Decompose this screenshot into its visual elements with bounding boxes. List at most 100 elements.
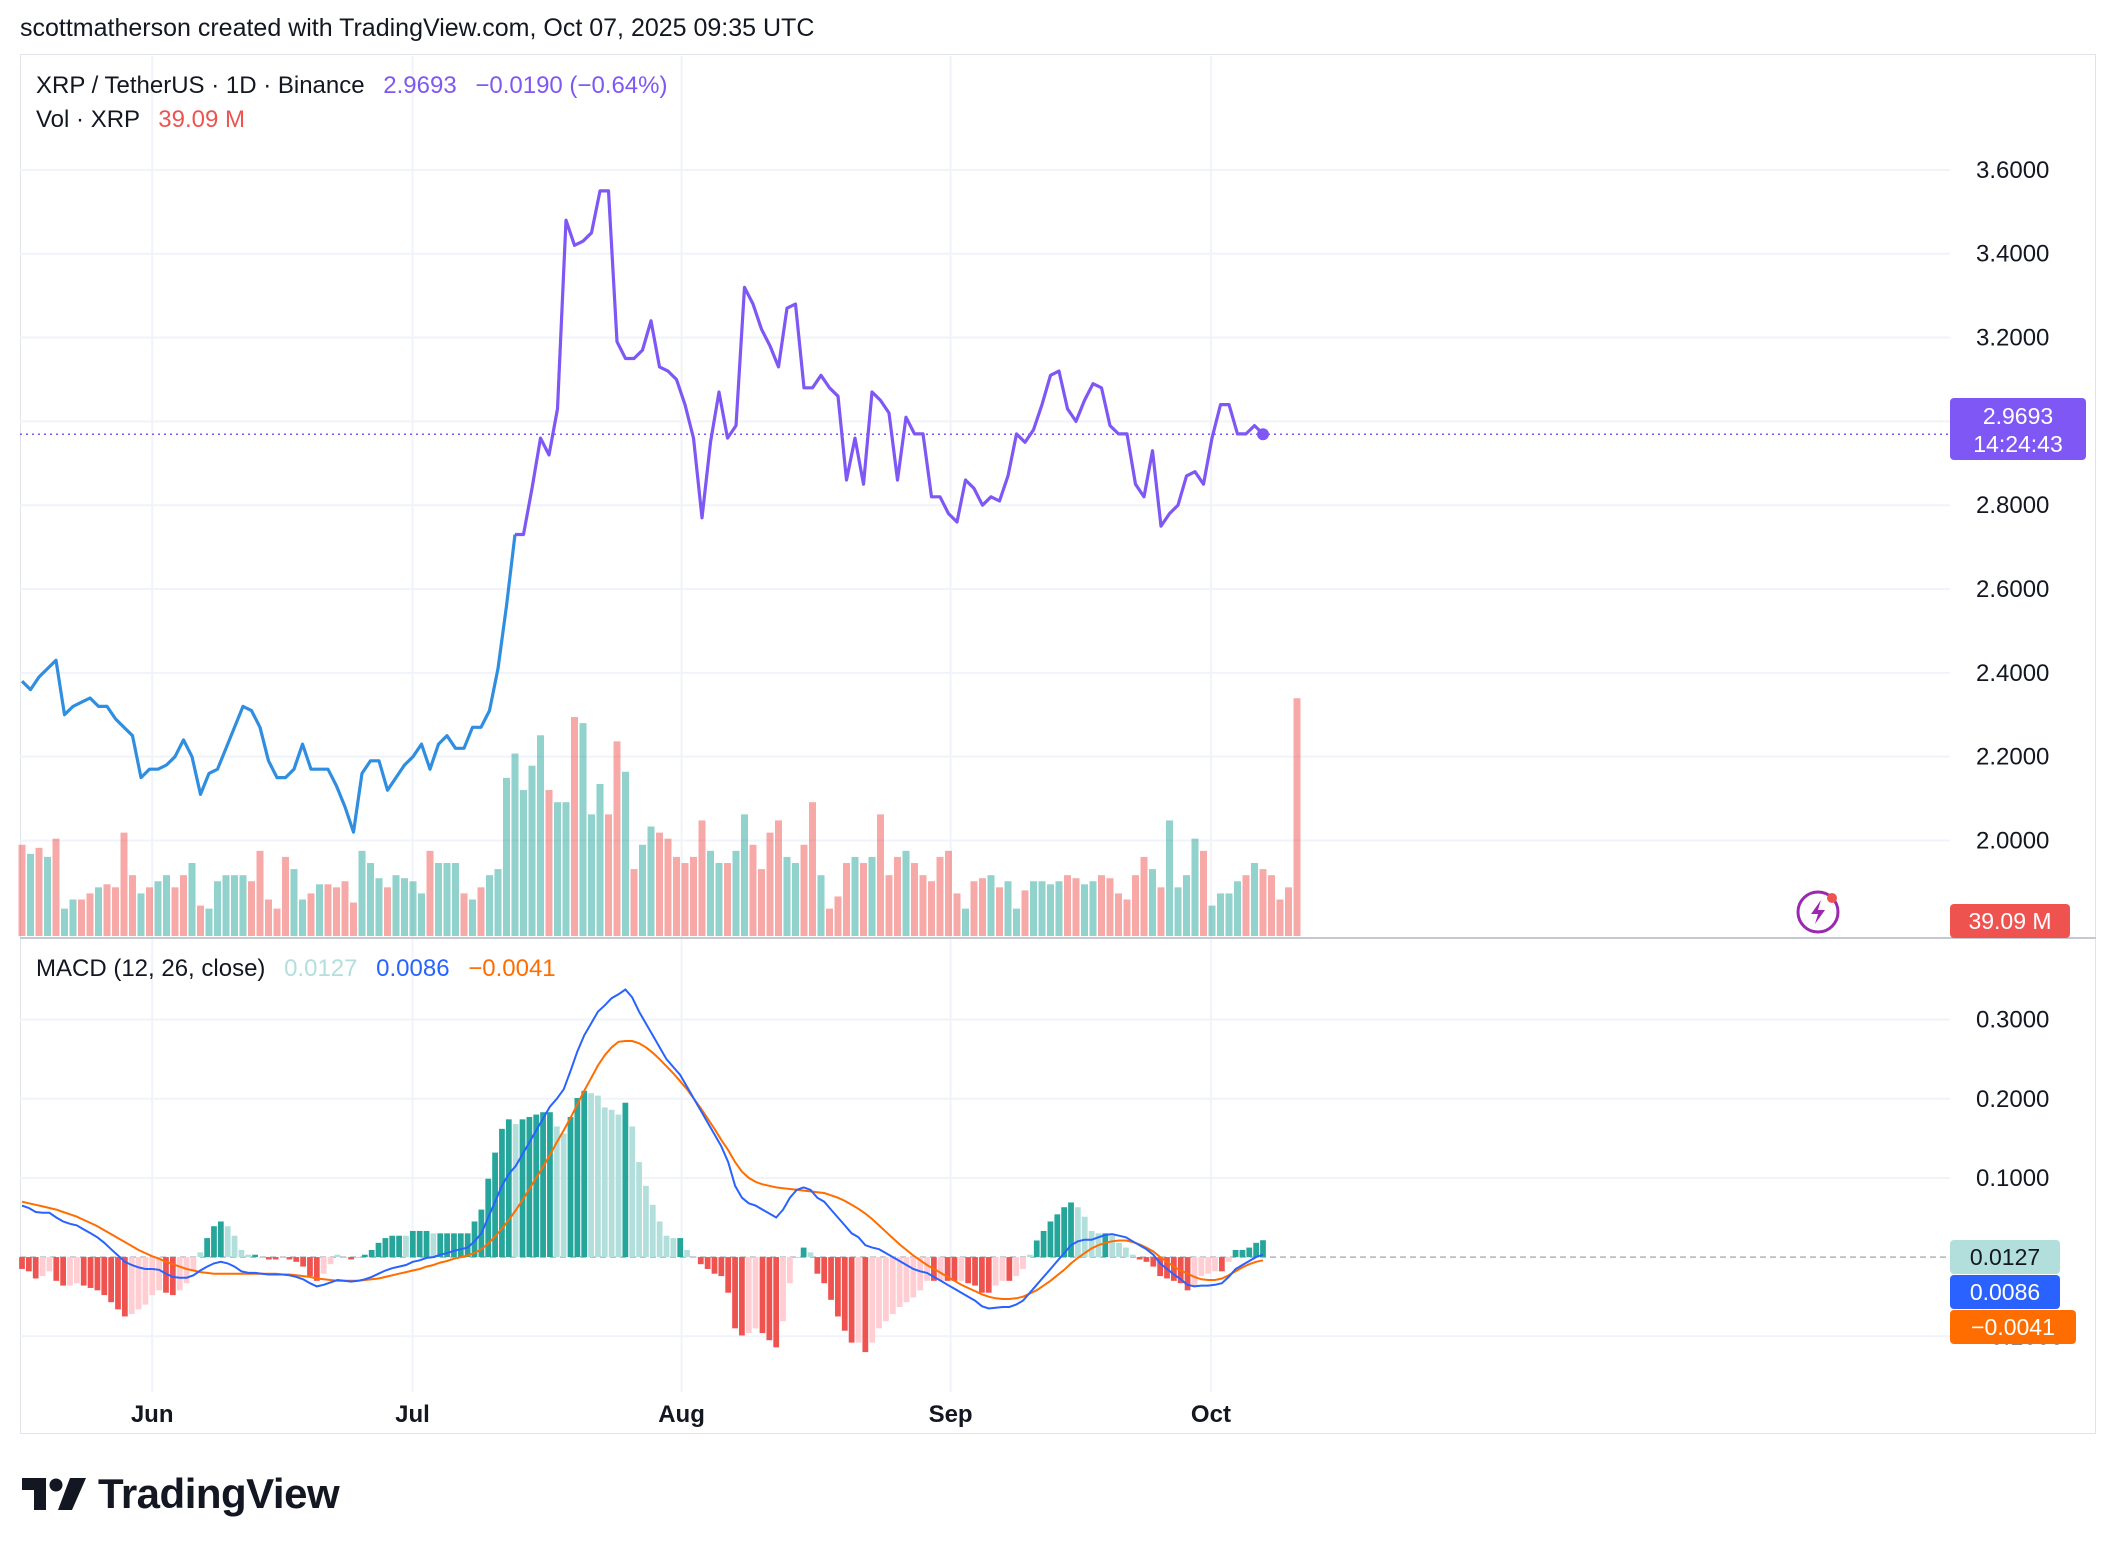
macd-hist-bar: [718, 1257, 725, 1277]
tradingview-logo-icon: [22, 1478, 86, 1510]
macd-hist-bar: [793, 1257, 800, 1259]
lightning-icon[interactable]: [1796, 890, 1840, 934]
volume-bar: [239, 875, 247, 936]
macd-hist-bar: [32, 1257, 39, 1279]
volume-bar: [911, 863, 918, 936]
volume-bar: [78, 899, 85, 936]
macd-label[interactable]: MACD (12, 26, close): [36, 955, 266, 982]
volume-bar: [1259, 869, 1267, 936]
volume-bar: [477, 887, 485, 936]
macd-hist-bar: [821, 1257, 828, 1284]
volume-bar: [443, 863, 451, 936]
axis-badges: 2.9693 14:24:43 39.09 M 0.0127 0.0086 −0…: [1950, 398, 2086, 1344]
symbol-label[interactable]: XRP / TetherUS · 1D · Binance: [36, 72, 365, 99]
macd-hist-bar: [238, 1249, 245, 1258]
macd-hist-bar: [183, 1257, 190, 1284]
volume-bar: [112, 887, 119, 936]
macd-hist-bar: [1068, 1202, 1074, 1258]
time-axis: Jun Jul Aug Sep Oct: [131, 1401, 1231, 1428]
volume-bar: [52, 838, 60, 936]
macd-hist-bar: [656, 1221, 663, 1258]
macd-hist-bar: [691, 1257, 697, 1259]
macd-hist-bar: [211, 1226, 217, 1258]
brand-name: TradingView: [98, 1470, 340, 1517]
macd-hist-bar: [53, 1257, 60, 1281]
volume-bar: [885, 875, 893, 936]
volume-bar: [1251, 863, 1258, 936]
volume-bar: [1072, 878, 1080, 936]
volume-bar: [1123, 899, 1131, 936]
macd-hist-bar: [560, 1133, 567, 1258]
volume-bar: [996, 887, 1003, 936]
macd-hist-bar: [142, 1257, 149, 1305]
macd-hist-bar: [622, 1102, 629, 1258]
macd-hist-bar: [190, 1257, 197, 1272]
volume-bar: [367, 863, 374, 936]
price-tick-label: 3.4000: [1976, 241, 2049, 268]
macd-hist-bar: [313, 1257, 320, 1281]
svg-text:2.9693: 2.9693: [1983, 403, 2053, 429]
volume-bar: [401, 878, 408, 936]
macd-hist-bar: [629, 1126, 636, 1258]
volume-bar: [69, 899, 77, 936]
macd-hist-bar: [787, 1257, 793, 1284]
price-line: [20, 189, 1950, 834]
macd-hist-bar: [965, 1257, 972, 1284]
volume-bar: [877, 814, 884, 936]
volume-bar: [146, 887, 153, 936]
volume-bar: [953, 893, 961, 936]
volume-bar: [724, 863, 731, 936]
macd-hist-bar: [19, 1257, 25, 1269]
macd-hist-bar: [862, 1257, 869, 1353]
volume-bar: [698, 820, 706, 936]
volume-label[interactable]: Vol · XRP: [36, 106, 140, 133]
macd-hist-bar: [869, 1257, 876, 1343]
macd-hist-bar: [1136, 1257, 1143, 1260]
chart-canvas[interactable]: 3.60003.40003.20003.00002.80002.60002.40…: [0, 0, 2108, 1440]
volume-bar: [987, 875, 995, 936]
volume-bar: [1234, 881, 1241, 936]
macd-legend: MACD (12, 26, close) 0.0127 0.0086 −0.00…: [36, 955, 556, 983]
volume-bar: [834, 896, 842, 936]
volume-bar: [673, 856, 680, 936]
macd-hist-bar: [1013, 1257, 1020, 1277]
macd-hist-bar: [1205, 1257, 1212, 1274]
volume-bar: [1191, 838, 1199, 936]
macd-hist-bar: [46, 1257, 53, 1272]
macd-signal-line: [21, 1040, 1264, 1300]
volume-bar: [809, 802, 816, 936]
macd-hist-bar: [451, 1233, 457, 1258]
volume-bar: [732, 850, 740, 936]
chart-frame[interactable]: [20, 54, 2096, 1434]
volume-bar: [1242, 875, 1250, 936]
volume-bar: [894, 856, 901, 936]
macd-hist-bar: [39, 1257, 46, 1277]
volume-legend: Vol · XRP 39.09 M: [36, 106, 245, 134]
volume-bar: [562, 802, 570, 936]
volume-bar: [596, 783, 604, 936]
volume-bar: [1293, 698, 1301, 936]
macd-hist-bar: [341, 1257, 348, 1259]
macd-hist-bar: [773, 1257, 780, 1348]
volume-bar: [129, 875, 136, 936]
volume-bar: [452, 863, 459, 936]
macd-hist-bar: [944, 1257, 951, 1281]
macd-hist-bar: [471, 1221, 478, 1258]
volume-bar: [61, 908, 68, 936]
macd-hist-bar: [73, 1257, 80, 1284]
volume-bar: [817, 875, 825, 936]
volume-bar: [1225, 893, 1233, 936]
volume-bar: [27, 853, 34, 936]
volume-bar: [1276, 899, 1284, 936]
macd-hist-bar: [320, 1257, 327, 1274]
macd-hist-bar: [1033, 1240, 1040, 1258]
macd-hist-bar: [409, 1230, 416, 1258]
macd-hist-bar: [163, 1257, 169, 1293]
tradingview-brand[interactable]: TradingView: [22, 1470, 340, 1518]
macd-hist-bar: [403, 1235, 409, 1258]
volume-value: 39.09 M: [158, 106, 245, 133]
macd-hist-bar: [540, 1112, 546, 1258]
macd-hist-bar: [649, 1204, 656, 1258]
volume-bar: [664, 838, 672, 936]
volume-bar: [715, 863, 723, 936]
